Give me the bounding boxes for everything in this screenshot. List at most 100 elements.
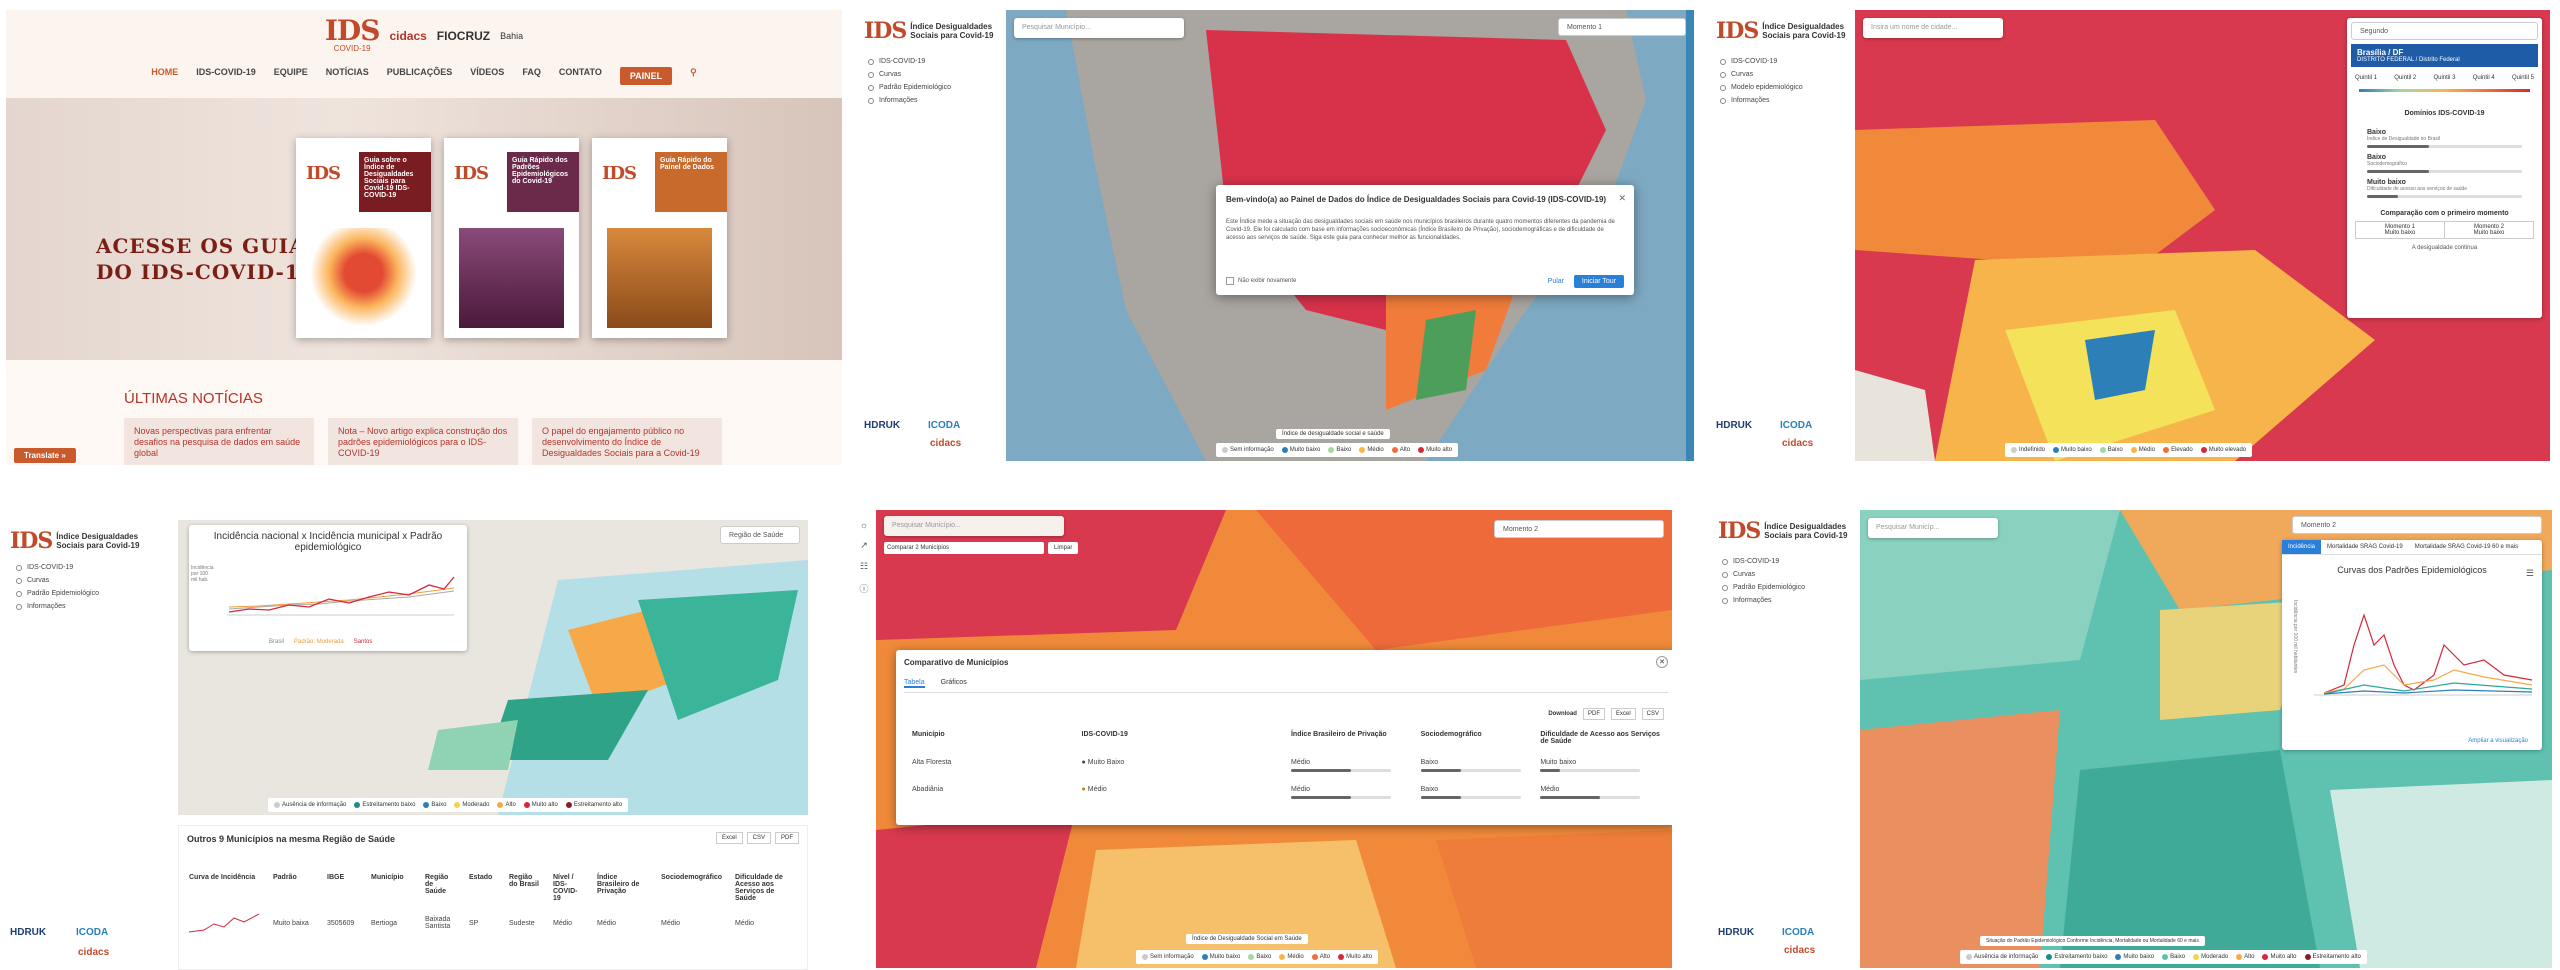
- legend-muito-baixo[interactable]: Muito baixo: [1281, 447, 1320, 453]
- search-icon[interactable]: ⚲: [690, 67, 697, 77]
- map-view[interactable]: Pesquisar Município... Comparar 2 Municí…: [876, 510, 1672, 968]
- moment-select[interactable]: Momento 1: [1558, 18, 1686, 36]
- start-tour-button[interactable]: Iniciar Tour: [1573, 275, 1624, 288]
- dashboard-compare-panel: ☼ ↗ ☷ ⓘ Pesquisar Município... Comparar …: [852, 510, 1672, 968]
- hero-banner[interactable]: ACESSE OS GUIAS DO IDS-COVID-19 IDS Guia …: [6, 98, 842, 360]
- welcome-modal: Bem-vindo(a) ao Painel de Dados do Índic…: [1216, 185, 1634, 295]
- menu-padrao[interactable]: Padrão Epidemiológico: [868, 84, 1006, 91]
- tab-mortalidade-60[interactable]: Mortalidade SRAG Covid-19 60 e mais: [2414, 544, 2519, 550]
- compare-row-2[interactable]: Abadiânia ● Médio Médio Baixo Médio: [904, 772, 1668, 799]
- nav-equipe[interactable]: EQUIPE: [273, 67, 308, 77]
- info-icon[interactable]: ⓘ: [859, 584, 869, 594]
- table-row[interactable]: Muito baixa 3505609 Bertioga Baixada San…: [179, 902, 807, 934]
- region-select[interactable]: Região de Saúde: [720, 526, 800, 544]
- compass-icon[interactable]: ☼: [859, 520, 869, 530]
- search-input[interactable]: Pesquisar Município...: [884, 516, 1064, 536]
- news-card-2[interactable]: Nota – Novo artigo explica construção do…: [328, 418, 518, 465]
- map-view[interactable]: Pesquisar Municíp... Momento 2 Incidênci…: [1860, 510, 2552, 968]
- guide-book-ids[interactable]: IDS Guia sobre o Índice de Desigualdades…: [296, 138, 431, 338]
- dontshow-checkbox[interactable]: [1226, 277, 1234, 285]
- network-icon[interactable]: ☷: [859, 561, 869, 571]
- menu-ids[interactable]: IDS-COVID-19: [1722, 558, 1860, 565]
- menu-ids[interactable]: IDS-COVID-19: [1720, 58, 1855, 65]
- menu-curvas[interactable]: Curvas: [16, 577, 176, 584]
- dashboard-welcome-panel: IDS Índice Desigualdades Sociais para Cov…: [858, 10, 1694, 461]
- menu-padrao[interactable]: Padrão Epidemiológico: [1722, 584, 1860, 591]
- menu-padrao[interactable]: Padrão Epidemiológico: [16, 590, 176, 597]
- compare-header: Município IDS-COVID-19 Índice Brasileiro…: [912, 731, 1660, 745]
- legend-6: Muito alto: [2262, 954, 2297, 960]
- news-card-1[interactable]: Novas perspectivas para enfrentar desafi…: [124, 418, 314, 465]
- map-view[interactable]: Pesquisar Município... Momento 1 Bem-vin…: [1006, 10, 1694, 461]
- nav-publicacoes[interactable]: PUBLICAÇÕES: [386, 67, 453, 77]
- close-icon[interactable]: ✕: [1656, 656, 1668, 668]
- menu-curvas[interactable]: Curvas: [1722, 571, 1860, 578]
- map-legend: Indefinido Muito baixo Baixo Médio Eleva…: [2005, 443, 2253, 457]
- tab-incidencia[interactable]: Incidência: [2282, 540, 2322, 554]
- epi-chart-plot: [2314, 613, 2533, 696]
- welcome-title: Bem-vindo(a) ao Painel de Dados do Índic…: [1226, 195, 1607, 204]
- legend-medio[interactable]: Médio: [1359, 447, 1384, 453]
- legend-0: Sem informação: [1142, 954, 1194, 960]
- tab-mortalidade[interactable]: Mortalidade SRAG Covid-19: [2327, 544, 2403, 550]
- legend-muito-alto[interactable]: Muito alto: [1418, 447, 1452, 453]
- skip-button[interactable]: Pular: [1547, 278, 1564, 285]
- nav-ids[interactable]: IDS-COVID-19: [196, 67, 256, 77]
- legend-baixo[interactable]: Baixo: [1328, 447, 1351, 453]
- translate-button[interactable]: Translate »: [14, 448, 76, 463]
- excel-button[interactable]: Excel: [1610, 708, 1636, 720]
- pdf-button[interactable]: PDF: [1582, 708, 1605, 720]
- csv-button[interactable]: CSV: [1641, 708, 1664, 720]
- app-logo: IDS Índice Desigualdades Sociais para Cov…: [1718, 518, 1848, 544]
- menu-info[interactable]: Informações: [16, 603, 176, 610]
- pdf-button[interactable]: PDF: [775, 832, 799, 844]
- compare-modal: Comparativo de Municípios ✕ Tabela Gráfi…: [896, 650, 1672, 825]
- menu-curvas[interactable]: Curvas: [868, 71, 1006, 78]
- moment-select[interactable]: Segundo: [2351, 22, 2538, 40]
- legend-sem-info[interactable]: Sem informação: [1222, 447, 1274, 453]
- news-card-3[interactable]: O papel do engajamento público no desenv…: [532, 418, 722, 465]
- menu-ids[interactable]: IDS-COVID-19: [16, 564, 176, 571]
- ids-logo[interactable]: IDS COVID-19: [324, 14, 381, 54]
- hdruk-logo: HDRUK: [1716, 420, 1753, 431]
- search-input[interactable]: Pesquisar Município...: [1014, 18, 1184, 38]
- dashboard-image: [607, 228, 712, 328]
- guide-book-padroes[interactable]: IDS Guia Rápido dos Padrões Epidemiológi…: [444, 138, 579, 338]
- guide-book-painel[interactable]: IDS Guia Rápido do Painel de Dados: [592, 138, 727, 338]
- moment-select[interactable]: Momento 2: [1494, 520, 1664, 538]
- menu-info[interactable]: Informações: [868, 97, 1006, 104]
- tab-tabela[interactable]: Tabela: [904, 679, 925, 688]
- map-view[interactable]: Região de Saúde Ausência de informação E…: [178, 520, 808, 815]
- ampliar-link[interactable]: Ampliar a visualização: [2468, 738, 2528, 744]
- legend-1: Estreitamento baixo: [354, 802, 415, 808]
- welcome-body: Este Índice mede a situação das desigual…: [1226, 219, 1615, 241]
- legend-6: Estreitamento alto: [565, 802, 622, 808]
- chart-icon[interactable]: ↗: [860, 540, 868, 550]
- clear-button[interactable]: Limpar: [1048, 542, 1079, 554]
- menu-info[interactable]: Informações: [1720, 97, 1855, 104]
- compare-row-1[interactable]: Alta Floresta ● Muito Baixo Médio Baixo …: [904, 745, 1668, 772]
- csv-button[interactable]: CSV: [746, 832, 771, 844]
- nav-noticias[interactable]: NOTÍCIAS: [325, 67, 369, 77]
- nav-faq[interactable]: FAQ: [522, 67, 541, 77]
- nav-home[interactable]: HOME: [151, 67, 179, 77]
- menu-icon[interactable]: ☰: [2525, 568, 2534, 578]
- nav-videos[interactable]: VÍDEOS: [470, 67, 505, 77]
- compare-input[interactable]: Comparar 2 Municípios: [884, 542, 1044, 554]
- menu-curvas[interactable]: Curvas: [1720, 71, 1855, 78]
- excel-button[interactable]: Excel: [715, 832, 743, 844]
- nav-painel-button[interactable]: PAINEL: [619, 67, 673, 85]
- tab-graficos[interactable]: Gráficos: [940, 679, 967, 686]
- menu-ids[interactable]: IDS-COVID-19: [868, 58, 1006, 65]
- legend-alto[interactable]: Alto: [1391, 447, 1410, 453]
- bahia-label: Bahia: [500, 30, 524, 41]
- map-view[interactable]: Insira um nome de cidade... Segundo Bras…: [1855, 10, 2550, 461]
- search-input[interactable]: Insira um nome de cidade...: [1863, 18, 2003, 38]
- menu-info[interactable]: Informações: [1722, 597, 1860, 604]
- nav-contato[interactable]: CONTATO: [558, 67, 602, 77]
- search-input[interactable]: Pesquisar Municíp...: [1868, 518, 1998, 538]
- close-icon[interactable]: ✕: [1618, 193, 1626, 203]
- menu-modelo[interactable]: Modelo epidemiológico: [1720, 84, 1855, 91]
- moment-select[interactable]: Momento 2: [2292, 516, 2542, 534]
- legend-0: Ausência de informação: [274, 802, 346, 808]
